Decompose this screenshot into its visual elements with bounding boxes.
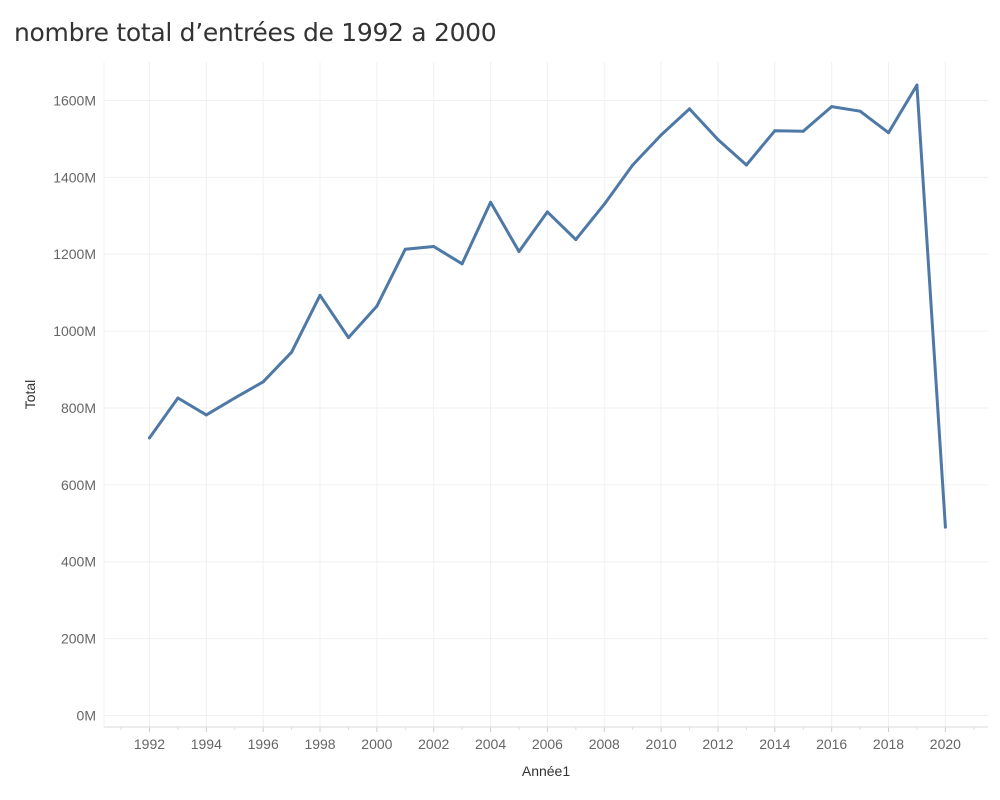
x-tick-label: 2016 bbox=[816, 736, 847, 752]
data-point bbox=[943, 525, 947, 529]
data-point bbox=[801, 129, 805, 133]
y-axis-title: Total bbox=[22, 380, 38, 410]
y-tick-label: 1200M bbox=[53, 246, 96, 262]
chart-title: nombre total d’entrées de 1992 a 2000 bbox=[14, 18, 497, 47]
data-point bbox=[631, 163, 635, 167]
data-point bbox=[545, 210, 549, 214]
x-axis-title: Année1 bbox=[522, 763, 570, 779]
x-tick-label: 2002 bbox=[418, 736, 449, 752]
x-tick-label: 1998 bbox=[304, 736, 335, 752]
y-tick-label: 400M bbox=[61, 554, 96, 570]
data-point bbox=[574, 238, 578, 242]
data-point bbox=[602, 202, 606, 206]
y-tick-label: 600M bbox=[61, 477, 96, 493]
x-tick-label: 2020 bbox=[930, 736, 961, 752]
series-layer bbox=[147, 83, 947, 529]
data-point bbox=[830, 105, 834, 109]
tick-labels: 0M 200M 400M 600M 800M 1000M 1200M 1400M 1600M 19… bbox=[53, 92, 961, 752]
data-point bbox=[858, 109, 862, 113]
data-point bbox=[460, 262, 464, 266]
grid-lines bbox=[104, 62, 988, 727]
data-point bbox=[915, 83, 919, 87]
data-point bbox=[716, 138, 720, 142]
data-point bbox=[489, 200, 493, 204]
data-point bbox=[744, 163, 748, 167]
x-tick-label: 2018 bbox=[873, 736, 904, 752]
x-tick-label: 2006 bbox=[532, 736, 563, 752]
x-tick-label: 2010 bbox=[646, 736, 677, 752]
x-tick-label: 1992 bbox=[134, 736, 165, 752]
data-point bbox=[204, 413, 208, 417]
data-point bbox=[375, 304, 379, 308]
data-point bbox=[887, 131, 891, 135]
y-tick-label: 200M bbox=[61, 631, 96, 647]
data-point bbox=[688, 107, 692, 111]
data-point bbox=[432, 245, 436, 249]
x-tick-label: 1994 bbox=[191, 736, 222, 752]
y-tick-label: 1400M bbox=[53, 169, 96, 185]
x-tick-label: 2014 bbox=[759, 736, 790, 752]
x-tick-label: 1996 bbox=[248, 736, 279, 752]
data-point bbox=[233, 396, 237, 400]
data-point bbox=[773, 129, 777, 133]
data-point bbox=[517, 250, 521, 254]
data-point bbox=[659, 133, 663, 137]
data-point bbox=[318, 293, 322, 297]
y-tick-label: 800M bbox=[61, 400, 96, 416]
x-tick-label: 2004 bbox=[475, 736, 506, 752]
data-point bbox=[176, 396, 180, 400]
data-point bbox=[403, 247, 407, 251]
x-tick-label: 2008 bbox=[589, 736, 620, 752]
data-point bbox=[290, 350, 294, 354]
x-tick-label: 2012 bbox=[702, 736, 733, 752]
data-point bbox=[346, 336, 350, 340]
y-tick-label: 0M bbox=[77, 707, 96, 723]
data-point bbox=[147, 436, 151, 440]
data-point bbox=[261, 380, 265, 384]
axes bbox=[103, 62, 988, 732]
y-tick-label: 1000M bbox=[53, 323, 96, 339]
x-tick-label: 2000 bbox=[361, 736, 392, 752]
y-tick-label: 1600M bbox=[53, 92, 96, 108]
